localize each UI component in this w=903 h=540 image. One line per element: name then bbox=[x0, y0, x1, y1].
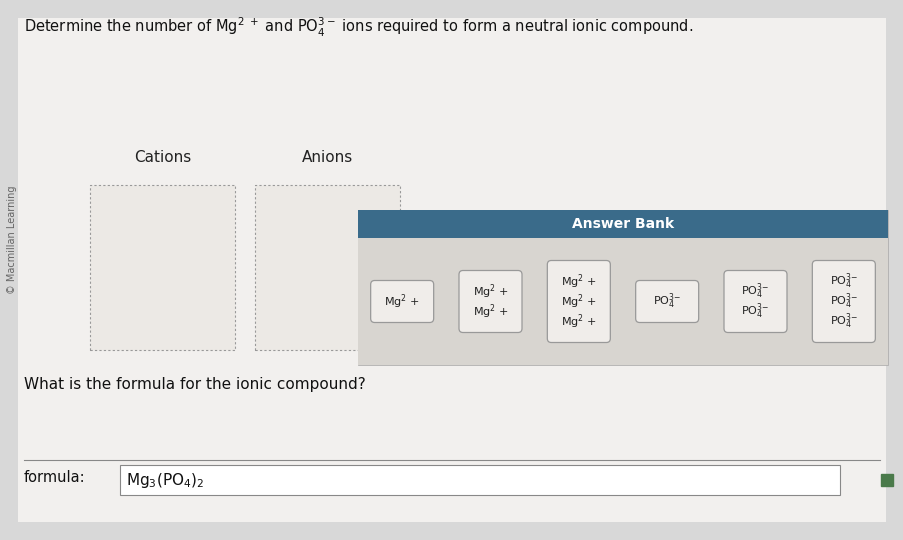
Bar bbox=[90, 185, 235, 350]
Text: Mg$^{2}$ +: Mg$^{2}$ + bbox=[384, 292, 420, 311]
Text: Mg$^{2}$ +: Mg$^{2}$ + bbox=[472, 302, 507, 321]
Bar bbox=[255, 185, 399, 350]
Text: Determine the number of Mg$^{2\ +}$ and PO$_4^{3-}$ ions required to form a neut: Determine the number of Mg$^{2\ +}$ and … bbox=[24, 16, 693, 39]
Text: Cations: Cations bbox=[135, 150, 191, 165]
Text: PO$_4^{3}$$^{-}$: PO$_4^{3}$$^{-}$ bbox=[740, 282, 769, 301]
FancyBboxPatch shape bbox=[812, 260, 874, 342]
Text: PO$_4^{3}$$^{-}$: PO$_4^{3}$$^{-}$ bbox=[740, 302, 769, 321]
FancyBboxPatch shape bbox=[120, 465, 839, 495]
Text: PO$_4^{3}$$^{-}$: PO$_4^{3}$$^{-}$ bbox=[829, 312, 857, 332]
Text: Mg$^{2}$ +: Mg$^{2}$ + bbox=[561, 312, 596, 331]
Text: Mg$^{2}$ +: Mg$^{2}$ + bbox=[472, 282, 507, 301]
Bar bbox=[358, 210, 887, 365]
FancyBboxPatch shape bbox=[370, 280, 433, 322]
Text: PO$_4^{3}$$^{-}$: PO$_4^{3}$$^{-}$ bbox=[829, 272, 857, 291]
Text: © Macmillan Learning: © Macmillan Learning bbox=[7, 186, 17, 294]
Text: formula:: formula: bbox=[24, 470, 86, 485]
Text: PO$_4^{3}$$^{-}$: PO$_4^{3}$$^{-}$ bbox=[652, 292, 681, 311]
Text: Mg$^{2}$ +: Mg$^{2}$ + bbox=[561, 272, 596, 291]
Text: Mg$_3$(PO$_4$)$_2$: Mg$_3$(PO$_4$)$_2$ bbox=[126, 470, 204, 489]
Text: Mg$^{2}$ +: Mg$^{2}$ + bbox=[561, 292, 596, 311]
FancyBboxPatch shape bbox=[546, 260, 610, 342]
Bar bbox=[358, 238, 887, 365]
Text: What is the formula for the ionic compound?: What is the formula for the ionic compou… bbox=[24, 377, 366, 393]
Bar bbox=[358, 210, 887, 238]
Text: Anions: Anions bbox=[302, 150, 353, 165]
FancyBboxPatch shape bbox=[723, 271, 787, 333]
Text: PO$_4^{3}$$^{-}$: PO$_4^{3}$$^{-}$ bbox=[829, 292, 857, 311]
FancyBboxPatch shape bbox=[635, 280, 698, 322]
Text: Answer Bank: Answer Bank bbox=[572, 217, 674, 231]
FancyBboxPatch shape bbox=[459, 271, 521, 333]
